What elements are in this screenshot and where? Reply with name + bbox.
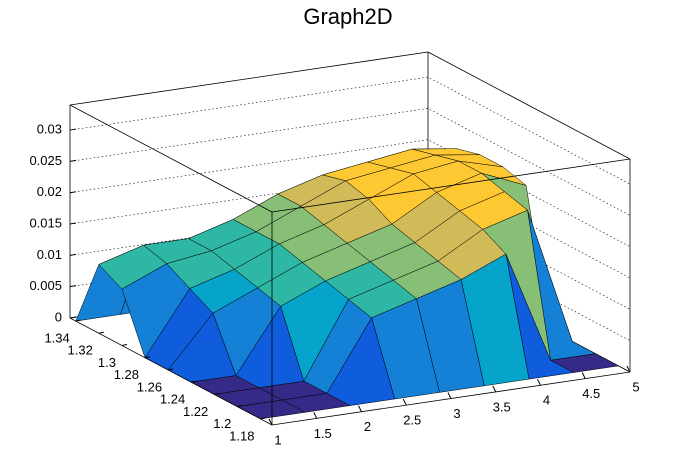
z-tick [69,191,77,194]
z-tick [69,159,77,162]
y-tick-label: 1.28 [114,367,139,382]
frame-edge [69,317,273,426]
x-tick-label: 2.5 [403,413,421,428]
z-tick-label: 0 [55,309,62,324]
y-tick [144,356,151,359]
z-tick-label: 0.03 [37,121,62,136]
y-tick-label: 1.34 [44,330,69,345]
x-tick-label: 4.5 [582,386,600,401]
x-tick [313,412,318,419]
z-tick-label: 0.015 [29,215,62,230]
y-tick-label: 1.18 [229,428,254,443]
z-tick [69,222,77,225]
z-tick [69,285,77,288]
z-tick [69,128,77,131]
x-tick [626,365,631,373]
x-tick-label: 4 [543,393,550,408]
y-tick-label: 1.3 [98,355,116,370]
y-tick-label: 1.24 [160,392,185,407]
grid-line [69,202,631,310]
grid-line [69,108,631,216]
x-tick-label: 2 [364,419,371,434]
y-tick [98,331,104,334]
z-tick-label: 0.01 [37,247,62,262]
chart-title: Graph2D [303,4,392,29]
y-tick [214,392,220,395]
grid-line [69,76,631,185]
x-tick [581,372,586,379]
x-tick-label: 5 [632,379,639,394]
x-tick [537,379,541,386]
grid-line [69,170,631,279]
x-tick [492,385,497,393]
y-tick-label: 1.22 [183,404,208,419]
z-tick [69,253,77,256]
x-tick [268,418,273,426]
z-tick-label: 0.025 [29,153,62,168]
x-tick-label: 1 [274,432,281,447]
y-tick [168,368,174,371]
y-tick-label: 1.32 [68,343,93,358]
z-tick-label: 0.005 [29,278,62,293]
frame-edge [427,51,631,160]
y-tick [237,405,243,408]
grid-line [69,139,631,247]
x-tick [447,392,452,399]
x-tick [358,405,362,412]
frame-edge [69,104,273,213]
y-tick [75,319,81,322]
frame-edge [69,51,429,106]
x-tick [402,398,407,406]
frame-edge [271,158,631,213]
y-tick [191,380,197,383]
y-tick-label: 1.26 [137,379,162,394]
x-tick-label: 3 [453,406,460,421]
y-tick-label: 1.2 [213,416,231,431]
x-tick-label: 3.5 [493,399,511,414]
z-tick-label: 0.02 [37,184,62,199]
x-tick-label: 1.5 [314,426,332,441]
y-tick [260,417,266,420]
y-tick [121,344,128,347]
